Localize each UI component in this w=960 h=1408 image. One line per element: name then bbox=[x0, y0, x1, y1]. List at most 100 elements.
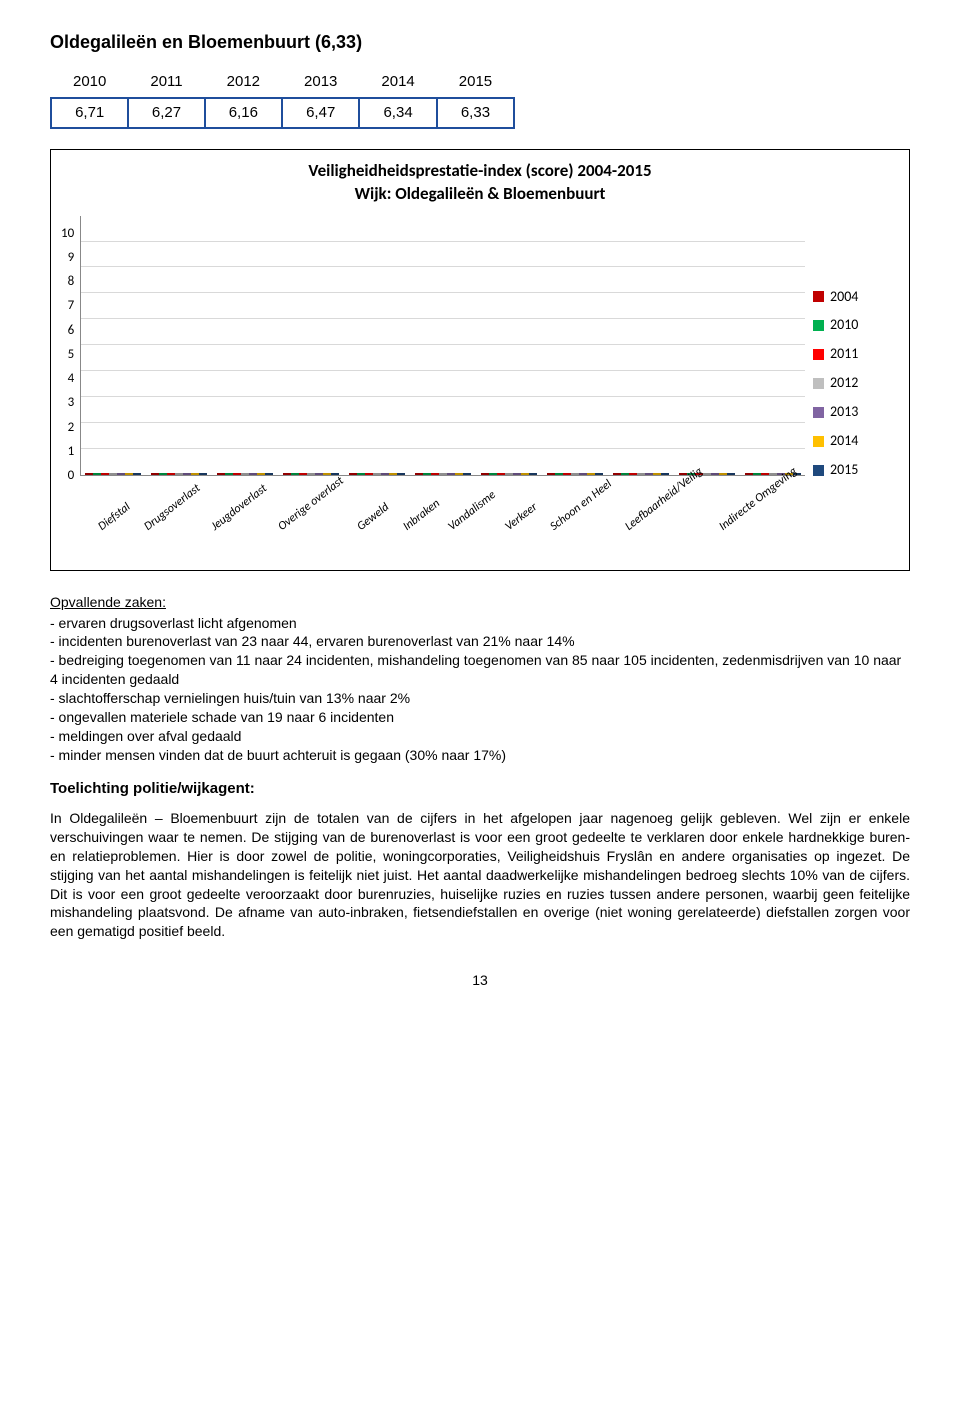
category-group bbox=[415, 473, 471, 475]
legend-item: 2010 bbox=[813, 316, 899, 335]
bar bbox=[373, 473, 381, 475]
legend-swatch bbox=[813, 407, 824, 418]
bar bbox=[529, 473, 537, 475]
bar bbox=[349, 473, 357, 475]
year-header: 2013 bbox=[282, 68, 359, 97]
legend-label: 2012 bbox=[830, 374, 858, 393]
bar bbox=[521, 473, 529, 475]
category-group bbox=[283, 473, 339, 475]
score-cell: 6,34 bbox=[359, 98, 436, 128]
legend-swatch bbox=[813, 378, 824, 389]
legend-label: 2013 bbox=[830, 403, 858, 422]
bar bbox=[571, 473, 579, 475]
legend-item: 2012 bbox=[813, 374, 899, 393]
bar bbox=[415, 473, 423, 475]
y-tick: 2 bbox=[68, 418, 75, 436]
bar bbox=[257, 473, 265, 475]
bar bbox=[217, 473, 225, 475]
bar bbox=[151, 473, 159, 475]
bar bbox=[497, 473, 505, 475]
bullet-line: - incidenten burenoverlast van 23 naar 4… bbox=[50, 632, 910, 651]
bar bbox=[233, 473, 241, 475]
opvallende-section: Opvallende zaken: - ervaren drugsoverlas… bbox=[50, 593, 910, 765]
bar bbox=[357, 473, 365, 475]
bar bbox=[645, 473, 653, 475]
bar bbox=[167, 473, 175, 475]
bar bbox=[183, 473, 191, 475]
bar bbox=[711, 473, 719, 475]
bar bbox=[159, 473, 167, 475]
score-cell: 6,27 bbox=[128, 98, 204, 128]
category-group bbox=[547, 473, 603, 475]
y-tick: 4 bbox=[68, 370, 75, 388]
bar bbox=[653, 473, 661, 475]
bullet-line: - ervaren drugsoverlast licht afgenomen bbox=[50, 614, 910, 633]
bar bbox=[481, 473, 489, 475]
category-group bbox=[85, 473, 141, 475]
bar bbox=[637, 473, 645, 475]
year-header: 2014 bbox=[359, 68, 436, 97]
legend-label: 2010 bbox=[830, 316, 858, 335]
year-header: 2010 bbox=[51, 68, 128, 97]
opvallende-heading: Opvallende zaken: bbox=[50, 593, 910, 612]
bar bbox=[93, 473, 101, 475]
bar bbox=[241, 473, 249, 475]
year-header: 2011 bbox=[128, 68, 204, 97]
bar bbox=[463, 473, 471, 475]
bar bbox=[125, 473, 133, 475]
score-cell: 6,33 bbox=[437, 98, 514, 128]
legend-label: 2004 bbox=[830, 288, 858, 307]
y-tick: 5 bbox=[68, 346, 75, 364]
bar bbox=[225, 473, 233, 475]
bar bbox=[175, 473, 183, 475]
bar bbox=[745, 473, 753, 475]
year-header: 2015 bbox=[437, 68, 514, 97]
legend-item: 2004 bbox=[813, 288, 899, 307]
bar bbox=[133, 473, 141, 475]
bar bbox=[439, 473, 447, 475]
bar bbox=[621, 473, 629, 475]
bar bbox=[555, 473, 563, 475]
legend-swatch bbox=[813, 465, 824, 476]
y-tick: 8 bbox=[68, 273, 75, 291]
chart-container: Veiligheidheidsprestatie-index (score) 2… bbox=[50, 149, 910, 571]
bar bbox=[629, 473, 637, 475]
page-title: Oldegalileën en Bloemenbuurt (6,33) bbox=[50, 30, 910, 54]
bar bbox=[431, 473, 439, 475]
bullet-line: - slachtofferschap vernielingen huis/tui… bbox=[50, 689, 910, 708]
bar bbox=[299, 473, 307, 475]
bar bbox=[761, 473, 769, 475]
legend-item: 2014 bbox=[813, 432, 899, 451]
bar bbox=[547, 473, 555, 475]
legend-item: 2015 bbox=[813, 461, 899, 480]
chart-title-1: Veiligheidheidsprestatie-index (score) 2… bbox=[61, 160, 899, 183]
bar bbox=[283, 473, 291, 475]
year-header: 2012 bbox=[205, 68, 282, 97]
x-axis: DiefstalDrugsoverlastJeugdoverlastOverig… bbox=[61, 482, 805, 552]
bar bbox=[199, 473, 207, 475]
bar bbox=[595, 473, 603, 475]
bar bbox=[249, 473, 257, 475]
bar bbox=[101, 473, 109, 475]
legend-label: 2011 bbox=[830, 345, 858, 364]
bullet-line: - ongevallen materiele schade van 19 naa… bbox=[50, 708, 910, 727]
y-tick: 1 bbox=[68, 443, 75, 461]
chart-title-2: Wijk: Oldegalileën & Bloemenbuurt bbox=[61, 183, 899, 206]
bar bbox=[513, 473, 521, 475]
bar bbox=[447, 473, 455, 475]
legend-item: 2013 bbox=[813, 403, 899, 422]
bar bbox=[291, 473, 299, 475]
legend-label: 2014 bbox=[830, 432, 858, 451]
bar bbox=[381, 473, 389, 475]
bar bbox=[505, 473, 513, 475]
bar bbox=[389, 473, 397, 475]
bar bbox=[613, 473, 621, 475]
y-axis: 109876543210 bbox=[61, 216, 80, 476]
bar bbox=[117, 473, 125, 475]
bullet-line: - minder mensen vinden dat de buurt acht… bbox=[50, 746, 910, 765]
y-tick: 3 bbox=[68, 394, 75, 412]
bar bbox=[109, 473, 117, 475]
category-group bbox=[613, 473, 669, 475]
bar bbox=[191, 473, 199, 475]
score-cell: 6,71 bbox=[51, 98, 128, 128]
